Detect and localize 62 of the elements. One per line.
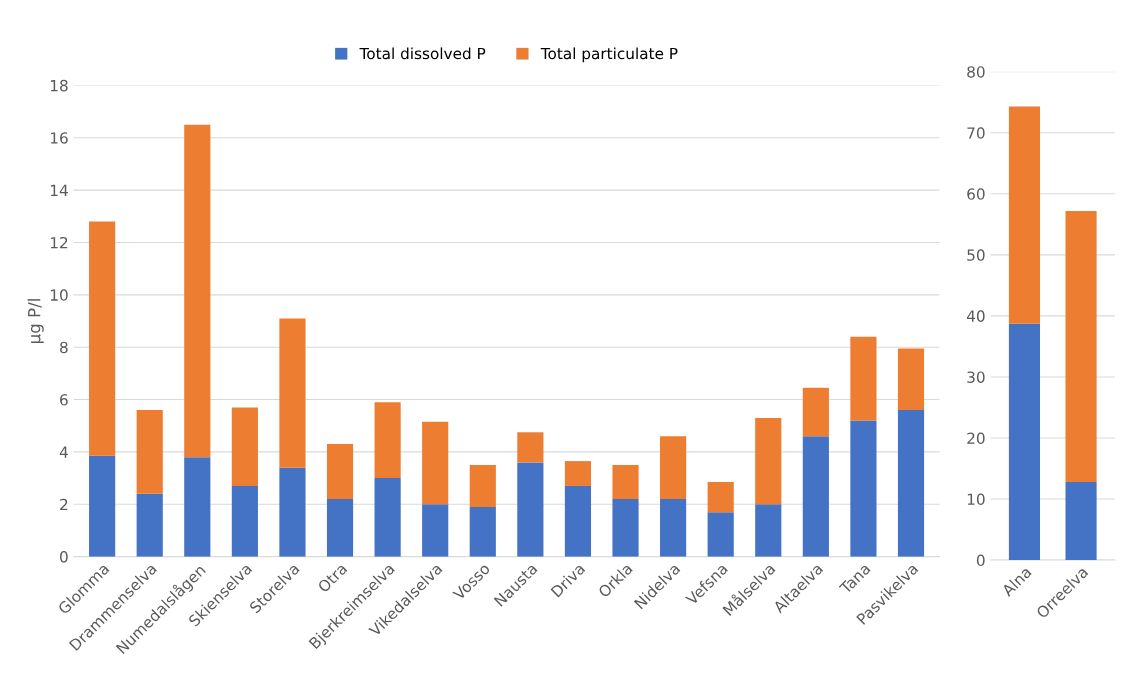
bar: [1065, 210, 1097, 482]
bar: [612, 499, 639, 557]
y-tick-label: 80: [967, 66, 985, 78]
bar: [89, 455, 116, 557]
bar: [326, 499, 354, 557]
y-tick-label: 30: [967, 371, 985, 383]
bar: [897, 410, 925, 557]
y-tick-label: 2: [60, 498, 68, 511]
y-axis-title: µg P/l: [27, 299, 44, 343]
bar: [422, 421, 449, 505]
y-tick-label: 50: [967, 249, 985, 261]
bar: [802, 387, 829, 437]
legend-label: Total dissolved P: [359, 47, 486, 60]
legend-label: Total particulate P: [540, 47, 678, 63]
bar: [564, 485, 592, 557]
bar: [279, 318, 306, 468]
bar: [612, 465, 639, 500]
bar: [231, 485, 258, 557]
y-tick-label: 60: [967, 188, 985, 200]
y-tick-label: 14: [50, 184, 68, 196]
bar: [517, 462, 544, 557]
y-tick-label: 8: [60, 341, 68, 354]
y-tick-label: 10: [967, 493, 985, 506]
y-tick-label: 6: [60, 394, 68, 406]
bar: [1008, 106, 1041, 324]
bar: [231, 407, 258, 486]
y-tick-label: 10: [50, 289, 68, 301]
bar: [517, 432, 544, 463]
bar: [707, 512, 734, 557]
bar: [850, 420, 877, 557]
bar: [660, 499, 687, 557]
bar: [564, 461, 592, 486]
y-tick-label: 20: [967, 432, 985, 444]
y-tick-label: 70: [967, 127, 985, 139]
bar: [707, 482, 734, 513]
y-tick-label: 0: [976, 554, 985, 567]
bar: [184, 457, 211, 557]
bar: [469, 506, 496, 557]
bar: [374, 478, 401, 557]
bar: [755, 504, 782, 557]
bar: [136, 410, 163, 494]
y-tick-label: 12: [50, 236, 68, 249]
y-tick-label: 0: [60, 551, 68, 563]
y-tick-label: 4: [59, 446, 68, 458]
bar: [184, 124, 211, 458]
bar: [755, 417, 782, 505]
bar: [1008, 323, 1041, 561]
bar: [660, 436, 687, 500]
bar: [89, 221, 116, 456]
y-tick-label: 40: [966, 310, 985, 322]
bar: [422, 504, 449, 557]
y-tick-label: 16: [50, 132, 68, 144]
bar: [136, 493, 163, 557]
bar: [469, 465, 496, 507]
bar: [279, 467, 306, 557]
bar: [897, 348, 925, 411]
bar: [374, 402, 401, 479]
bar: [802, 436, 829, 557]
bar: [1065, 481, 1097, 561]
bar: [850, 336, 877, 421]
bar: [326, 444, 354, 500]
y-tick-label: 18: [50, 79, 68, 92]
